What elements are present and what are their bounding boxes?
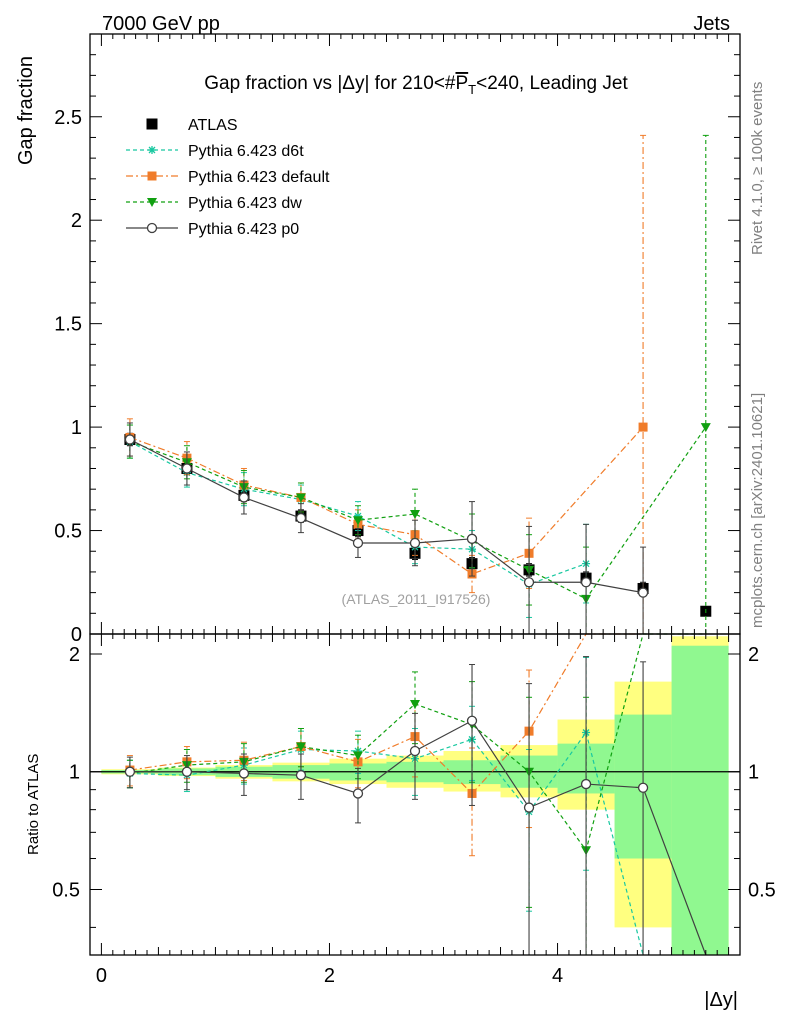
ratio-point-3-0: [124, 766, 136, 777]
header-left: 7000 GeV pp: [102, 13, 220, 35]
main-point-4-1: [181, 463, 193, 474]
ratio-point-2-3: [295, 742, 306, 752]
title-p-overline: P: [455, 73, 468, 94]
main-series-layer: [124, 134, 712, 634]
chart-title: Gap fraction vs |Δy| for 210<#PT<240, Le…: [204, 73, 628, 97]
main-point-3-4: [352, 516, 363, 526]
ratio-point-3-6: [466, 715, 478, 726]
side-label-bottom: mcplots.cern.ch [arXiv:2401.10621]: [749, 393, 766, 628]
ratio-ytick-label-0: 0.5: [52, 879, 80, 901]
ratio-series-3: [124, 656, 707, 956]
legend-label-4: Pythia 6.423 p0: [188, 221, 299, 238]
ratio-ytick-label-2: 2: [69, 644, 80, 666]
side-label-top: Rivet 4.1.0, ≥ 100k events: [749, 82, 766, 255]
main-series-2-line: [129, 426, 644, 575]
ratio-point-3-8: [580, 778, 592, 790]
legend-marker-2: [147, 171, 157, 181]
ratio-ytick-label-right-1: 1: [748, 762, 759, 784]
main-ytick-label-1: 0.5: [54, 521, 82, 543]
main-point-4-8: [580, 577, 592, 588]
main-ytick-label-4: 2: [71, 210, 82, 232]
legend-marker-0: [146, 118, 158, 130]
main-ytick-label-5: 2.5: [54, 107, 82, 129]
ratio-series-layer: [124, 633, 707, 956]
ratio-point-3-5: [409, 745, 421, 757]
legend-marker-1: [148, 146, 156, 154]
main-point-4-0: [124, 434, 136, 445]
ratio-frame: [89, 633, 741, 956]
legend-marker-4: [146, 222, 158, 234]
main-point-3-10: [700, 423, 711, 433]
legend-label-3: Pythia 6.423 dw: [188, 195, 302, 212]
ratio-point-2-4: [352, 751, 363, 761]
main-point-2-9: [638, 422, 648, 432]
legend-marker-3: [147, 198, 157, 207]
ratio-point-3-4: [352, 788, 364, 799]
main-ytick-label-0: 0: [71, 624, 82, 646]
ratio-series-1-line: [129, 633, 644, 795]
xtick-label-2: 4: [552, 965, 563, 987]
legend-label-2: Pythia 6.423 default: [188, 169, 330, 186]
main-point-4-6: [466, 533, 478, 544]
ratio-series-0-line: [129, 731, 644, 956]
ratio-ylabel: Ratio to ATLAS: [25, 754, 42, 855]
main-series-4: [124, 422, 649, 634]
main-series-4-line: [129, 438, 644, 594]
main-point-3-3: [295, 493, 306, 503]
main-series-3-line: [129, 426, 707, 600]
band-inner-10: [671, 645, 729, 955]
legend: ATLAS Pythia 6.423 d6t Pythia 6.423 defaul…: [126, 117, 330, 238]
legend-label-0: ATLAS: [188, 117, 238, 134]
legend-label-1: Pythia 6.423 d6t: [188, 143, 304, 160]
ratio-ytick-label-right-2: 2: [748, 644, 759, 666]
ratio-point-2-5: [410, 700, 420, 710]
ratio-ytick-label-right-0: 0.5: [748, 879, 776, 901]
main-ytick-label-3: 1.5: [54, 314, 82, 336]
main-point-4-5: [409, 537, 421, 549]
ratio-point-3-3: [295, 770, 307, 781]
ratio-point-3-1: [181, 766, 193, 777]
title-subscript: T: [468, 82, 476, 97]
xtick-label-0: 0: [96, 965, 107, 987]
main-point-3-5: [410, 510, 420, 519]
main-ytick-label-2: 1: [71, 417, 82, 439]
main-point-4-7: [523, 577, 535, 588]
xtick-label-1: 2: [324, 965, 335, 987]
header-right: Jets: [693, 13, 730, 35]
main-point-4-9: [637, 587, 649, 598]
x-axis-label: |Δy|: [704, 989, 738, 1011]
main-point-1-4: [353, 512, 362, 521]
ratio-point-3-2: [238, 768, 250, 779]
axes-frames: 00.511.522.50 2 40.5 0.51 12 2: [52, 33, 776, 987]
main-point-4-3: [295, 512, 307, 524]
analysis-watermark: (ATLAS_2011_I917526): [342, 591, 491, 607]
main-ylabel: Gap fraction: [15, 56, 37, 165]
ratio-point-3-9: [637, 782, 649, 793]
main-point-4-2: [238, 492, 250, 503]
ratio-ytick-label-1: 1: [69, 762, 80, 784]
ratio-point-3-7: [523, 802, 535, 813]
main-point-4-4: [352, 537, 364, 549]
